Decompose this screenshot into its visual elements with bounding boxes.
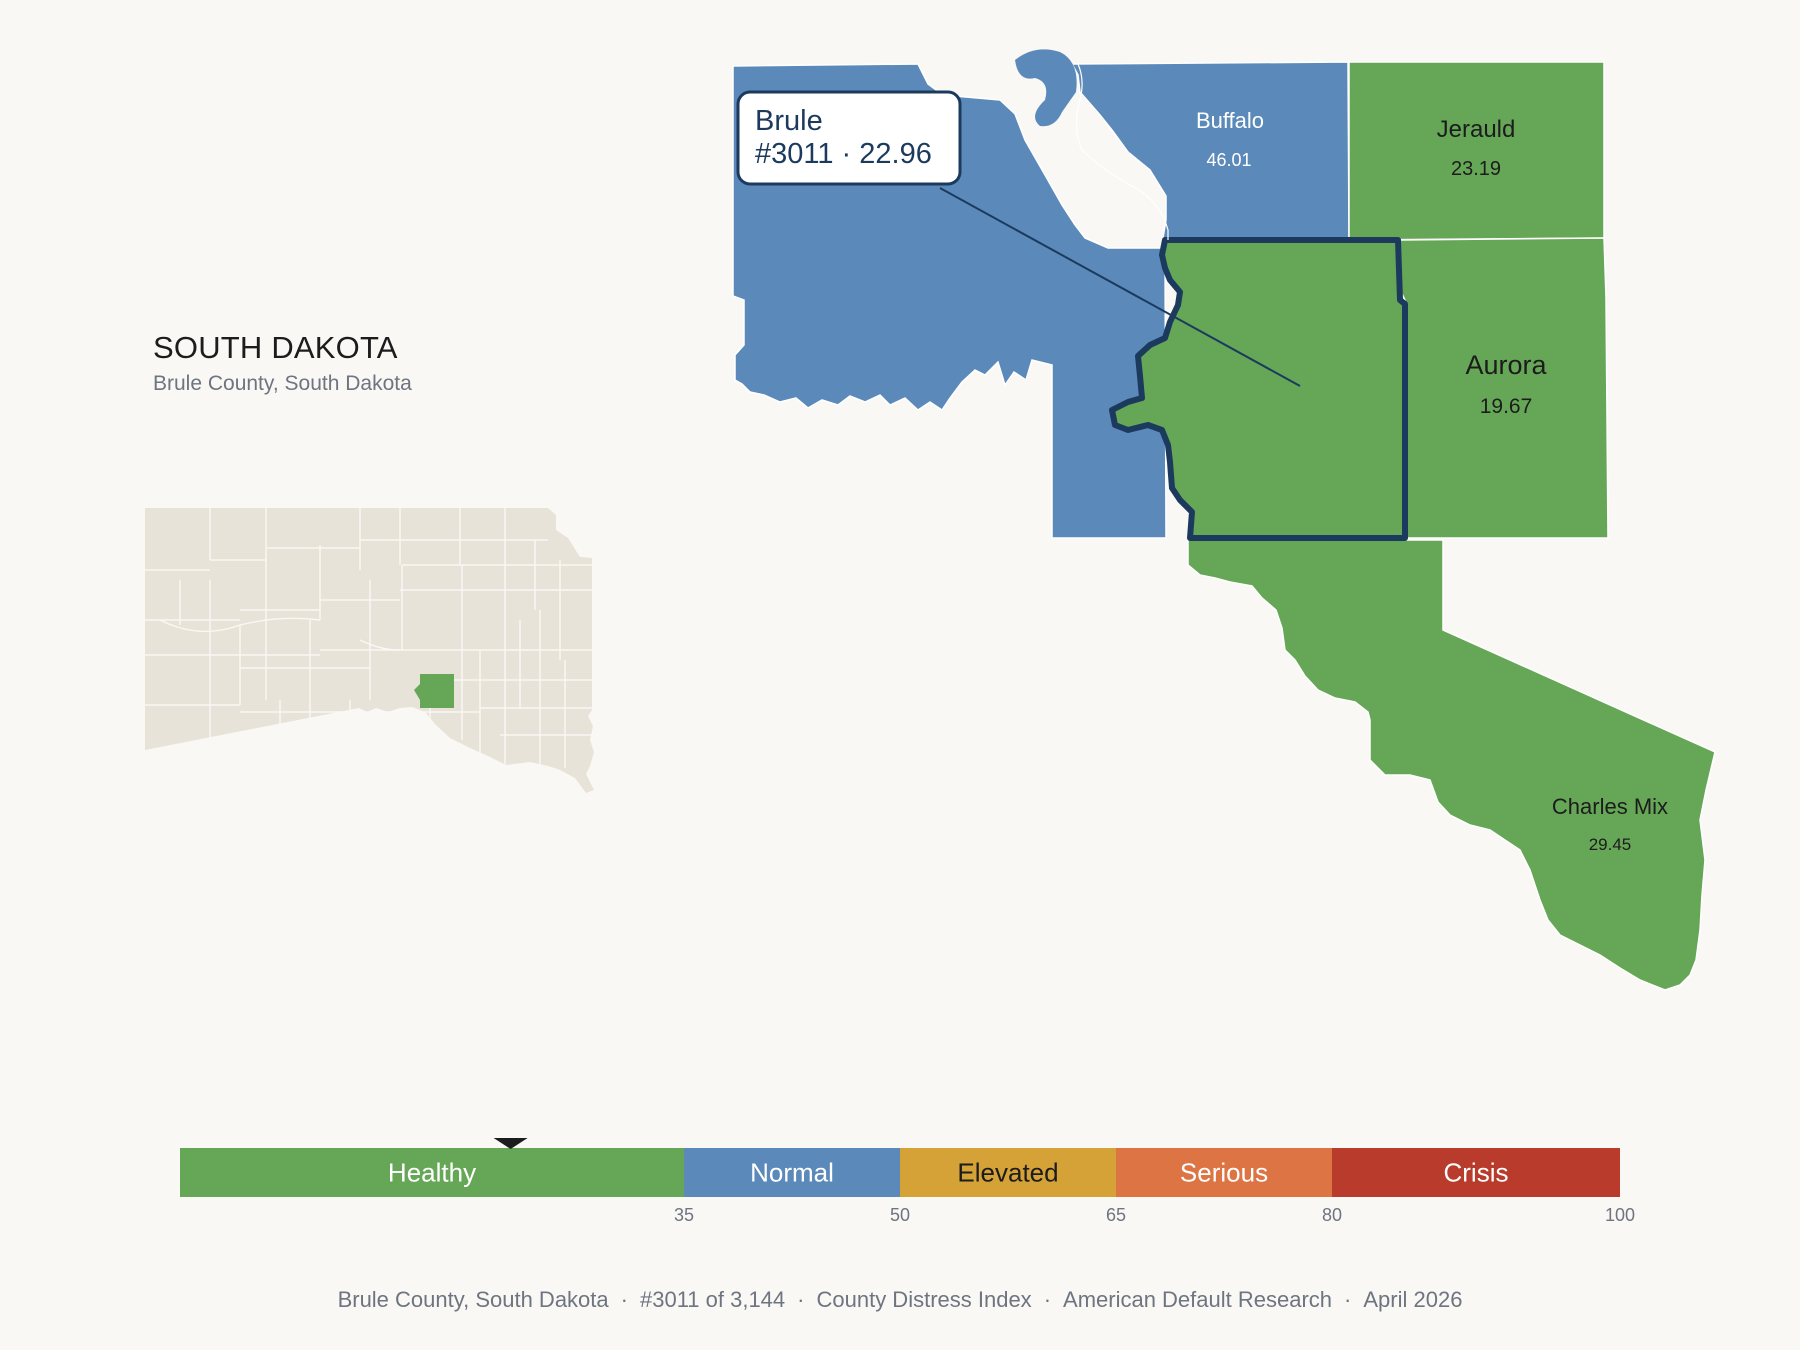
footer-county: Brule County, South Dakota bbox=[337, 1287, 609, 1312]
callout-county: Brule bbox=[755, 105, 823, 137]
callout-detail: #3011 · 22.96 bbox=[755, 138, 932, 170]
legend-band-label: Healthy bbox=[388, 1158, 476, 1188]
state-inset-map bbox=[145, 508, 594, 793]
label-charles-mix: Charles Mix bbox=[1552, 794, 1668, 819]
state-subtitle: Brule County, South Dakota bbox=[153, 372, 412, 395]
footer-source: American Default Research bbox=[1063, 1287, 1333, 1312]
county-jerauld[interactable] bbox=[1348, 61, 1605, 241]
legend-tick-label: 35 bbox=[674, 1205, 694, 1225]
county-brule[interactable] bbox=[1109, 237, 1408, 541]
footer: Brule County, South Dakota · #3011 of 3,14… bbox=[0, 1287, 1800, 1313]
county-labels: Buffalo 46.01 Jerauld 23.19 Aurora 19.67… bbox=[1196, 108, 1668, 854]
legend-marker bbox=[493, 1138, 528, 1149]
footer-rank: #3011 of 3,144 bbox=[639, 1287, 786, 1312]
footer-separator: · bbox=[1043, 1287, 1052, 1312]
missouri-river-line bbox=[1075, 63, 1169, 240]
label-jerauld: Jerauld bbox=[1437, 116, 1516, 143]
legend-scale: Healthy Normal Elevated Serious Crisis 35 50 65… bbox=[180, 1138, 1635, 1225]
legend-band-label: Normal bbox=[750, 1158, 834, 1188]
legend-band-serious bbox=[1116, 1148, 1332, 1197]
footer-index: County Distress Index bbox=[816, 1287, 1032, 1312]
value-aurora: 19.67 bbox=[1480, 395, 1533, 418]
value-jerauld: 23.19 bbox=[1451, 158, 1501, 180]
legend-band-normal bbox=[684, 1148, 900, 1197]
legend-band-label: Serious bbox=[1180, 1158, 1268, 1188]
brule-callout: Brule #3011 · 22.96 bbox=[736, 90, 1301, 387]
footer-separator: · bbox=[797, 1287, 805, 1312]
state-title: SOUTH DAKOTA bbox=[153, 330, 398, 365]
legend-band-healthy bbox=[180, 1148, 684, 1197]
footer-separator: · bbox=[620, 1287, 628, 1312]
legend-tick-label: 65 bbox=[1106, 1205, 1126, 1225]
inset-county-lines bbox=[145, 508, 592, 768]
legend-band-elevated bbox=[900, 1148, 1116, 1197]
inset-brule-highlight bbox=[420, 674, 454, 708]
legend-tick-label: 80 bbox=[1322, 1205, 1342, 1225]
legend-tick-label: 50 bbox=[890, 1205, 910, 1225]
value-buffalo: 46.01 bbox=[1206, 150, 1251, 170]
footer-separator: · bbox=[1344, 1287, 1352, 1312]
label-buffalo: Buffalo bbox=[1196, 108, 1264, 133]
legend-band-label: Crisis bbox=[1444, 1158, 1509, 1188]
legend-band-label: Elevated bbox=[957, 1158, 1058, 1188]
county-charles-mix[interactable] bbox=[1187, 539, 1716, 991]
callout-box bbox=[736, 90, 962, 186]
legend-band-crisis bbox=[1332, 1148, 1620, 1197]
callout-leader-line bbox=[939, 187, 1301, 387]
label-aurora: Aurora bbox=[1465, 350, 1547, 380]
value-charles-mix: 29.45 bbox=[1589, 835, 1632, 854]
inset-state-shape-fix bbox=[145, 700, 400, 750]
county-aurora[interactable] bbox=[1399, 237, 1609, 539]
footer-date: April 2026 bbox=[1363, 1287, 1463, 1312]
buffalo-river-bend bbox=[1015, 49, 1077, 127]
county-map bbox=[732, 49, 1716, 991]
legend-tick-label: 100 bbox=[1605, 1205, 1635, 1225]
